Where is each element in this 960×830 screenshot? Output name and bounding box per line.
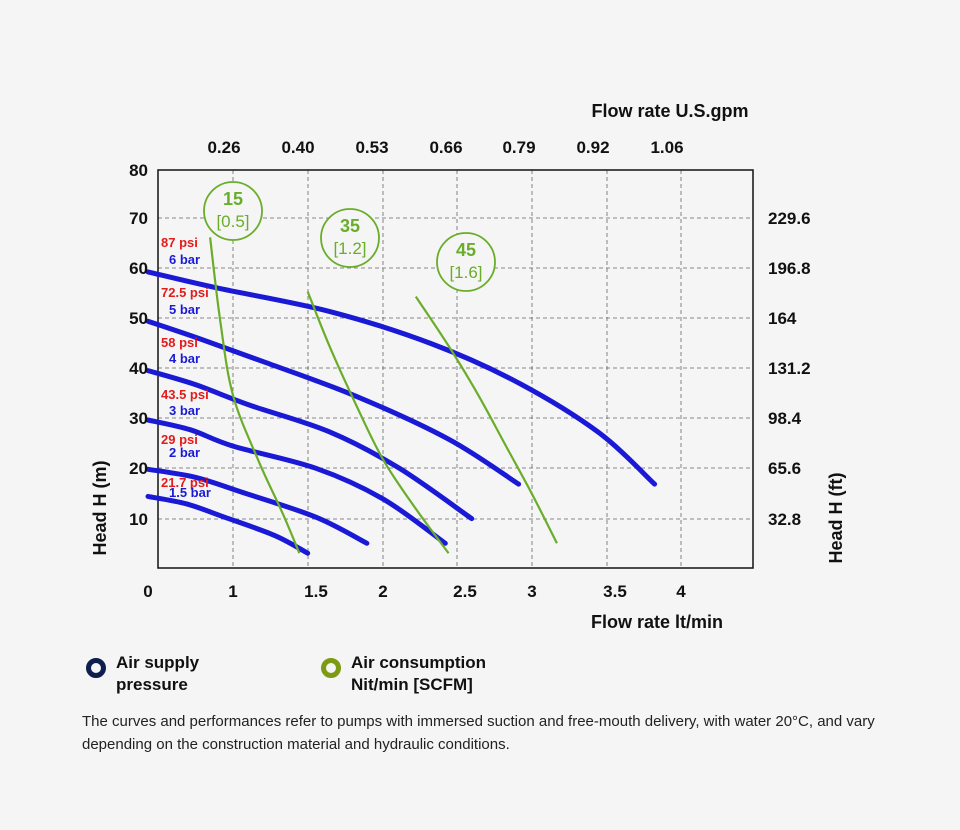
x-tick-bottom: 1: [228, 582, 237, 601]
x-tick-bottom: 3.5: [603, 582, 627, 601]
bar-label: 2 bar: [169, 445, 200, 460]
y-tick-right: 131.2: [768, 359, 811, 378]
x-tick-bottom: 0: [143, 582, 152, 601]
y-tick-left: 40: [129, 359, 148, 378]
air-supply-ring-icon: [86, 658, 106, 678]
chart-labels: Flow rate U.S.gpm 0.26 0.40 0.53 0.66 0.79 0.9…: [90, 101, 846, 632]
consumption-curves: [203, 181, 558, 554]
y-axis-right-title: Head H (ft): [826, 473, 846, 564]
x-tick-top: 0.26: [207, 138, 240, 157]
consumption-value: 35: [340, 216, 360, 236]
consumption-scfm: [1.2]: [333, 239, 366, 258]
psi-label: 21.7 psi: [161, 475, 209, 490]
y-axis-left-title: Head H (m): [90, 460, 110, 555]
y-tick-right: 32.8: [768, 510, 801, 529]
consumption-value: 15: [223, 189, 243, 209]
bar-label: 3 bar: [169, 403, 200, 418]
legend-air-supply-line1: Air supply: [116, 653, 200, 672]
x-tick-top: 1.06: [650, 138, 683, 157]
pressure-curve: [145, 417, 448, 546]
chart-grid: [158, 170, 753, 568]
y-tick-left: 70: [129, 209, 148, 228]
bar-label: 6 bar: [169, 252, 200, 267]
y-tick-right: 196.8: [768, 259, 811, 278]
bar-label: 4 bar: [169, 351, 200, 366]
consumption-curve: [414, 295, 558, 544]
y-tick-right: 164: [768, 309, 797, 328]
x-tick-top: 0.66: [429, 138, 462, 157]
pressure-curve: [145, 269, 658, 487]
y-tick-left: 80: [129, 161, 148, 180]
consumption-curve: [306, 291, 450, 554]
x-tick-bottom: 2.5: [453, 582, 477, 601]
pressure-curve: [145, 466, 370, 546]
y-tick-right: 98.4: [768, 409, 802, 428]
x-tick-top: 0.40: [281, 138, 314, 157]
psi-label: 58 psi: [161, 335, 198, 350]
consumption-value: 45: [456, 240, 476, 260]
air-consumption-ring-icon: [321, 658, 341, 678]
footnote: The curves and performances refer to pum…: [82, 713, 875, 753]
x-tick-bottom: 3: [527, 582, 536, 601]
consumption-bubble: [436, 232, 496, 292]
x-tick-top: 0.53: [355, 138, 388, 157]
legend-air-supply: Air supply pressure: [86, 652, 199, 696]
pressure-curves: [145, 269, 658, 556]
y-tick-right: 65.6: [768, 459, 801, 478]
y-tick-left: 60: [129, 259, 148, 278]
x-tick-bottom: 2: [378, 582, 387, 601]
pump-performance-chart: Flow rate U.S.gpm 0.26 0.40 0.53 0.66 0.79 0.9…: [90, 101, 846, 632]
bar-label: 1.5 bar: [169, 485, 211, 500]
psi-label: 29 psi: [161, 432, 198, 447]
consumption-curve: [209, 237, 301, 554]
psi-label: 43.5 psi: [161, 387, 209, 402]
x-tick-top: 0.79: [502, 138, 535, 157]
legend-air-supply-line2: pressure: [116, 675, 188, 694]
y-tick-left: 20: [129, 459, 148, 478]
consumption-scfm: [1.6]: [449, 263, 482, 282]
psi-label: 72.5 psi: [161, 285, 209, 300]
bar-label: 5 bar: [169, 302, 200, 317]
x-axis-bottom-title: Flow rate lt/min: [591, 612, 723, 632]
x-axis-top-title: Flow rate U.S.gpm: [591, 101, 748, 121]
x-tick-top: 0.92: [576, 138, 609, 157]
legend-air-consumption-line2: Nit/min [SCFM]: [351, 675, 473, 694]
pressure-curve: [145, 318, 522, 487]
y-tick-left: 10: [129, 510, 148, 529]
consumption-bubble: [320, 208, 380, 268]
plot-frame: [157, 169, 754, 569]
x-tick-bottom: 4: [676, 582, 686, 601]
legend-air-consumption-line1: Air consumption: [351, 653, 487, 672]
pressure-curve: [145, 493, 311, 556]
pressure-curve: [145, 368, 475, 522]
y-tick-left: 30: [129, 409, 148, 428]
consumption-scfm: [0.5]: [216, 212, 249, 231]
legend-air-consumption: Air consumption Nit/min [SCFM]: [321, 652, 486, 696]
y-tick-right: 229.6: [768, 209, 811, 228]
y-tick-left: 50: [129, 309, 148, 328]
psi-label: 87 psi: [161, 235, 198, 250]
x-tick-bottom: 1.5: [304, 582, 328, 601]
consumption-bubble: [203, 181, 263, 241]
